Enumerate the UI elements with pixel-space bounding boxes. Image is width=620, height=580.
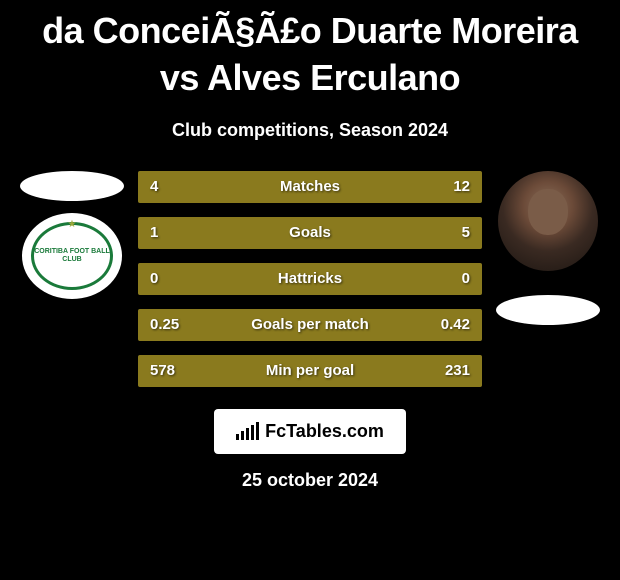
stat-right-value: 0.42 [441, 316, 470, 333]
stat-label: Hattricks [278, 270, 342, 287]
stat-right-value: 0 [462, 270, 470, 287]
stat-left-value: 0.25 [150, 316, 179, 333]
player-right-column [492, 171, 604, 325]
stat-left-value: 0 [150, 270, 158, 287]
player-left-club-logo: ★ CORITIBA FOOT BALL CLUB [22, 213, 122, 299]
player-left-flag [20, 171, 124, 201]
stat-label: Min per goal [266, 362, 354, 379]
stat-row-mpg: 578 Min per goal 231 [138, 355, 482, 387]
subtitle: Club competitions, Season 2024 [0, 120, 620, 141]
date-text: 25 october 2024 [0, 470, 620, 491]
player-right-photo [498, 171, 598, 271]
stat-right-value: 12 [453, 178, 470, 195]
star-icon: ★ [68, 219, 77, 230]
player-right-flag [496, 295, 600, 325]
comparison-card: da ConceiÃ§Ã£o Duarte Moreira vs Alves E… [0, 0, 620, 491]
stat-row-goals: 1 Goals 5 [138, 217, 482, 249]
player-left-column: ★ CORITIBA FOOT BALL CLUB [16, 171, 128, 299]
brand-text: FcTables.com [265, 421, 384, 442]
stat-label: Goals per match [251, 316, 369, 333]
page-title: da ConceiÃ§Ã£o Duarte Moreira vs Alves E… [0, 0, 620, 102]
stat-label: Goals [289, 224, 331, 241]
club-logo-text: CORITIBA FOOT BALL CLUB [31, 222, 113, 290]
stat-left-value: 1 [150, 224, 158, 241]
stat-left-value: 4 [150, 178, 158, 195]
stat-right-value: 5 [462, 224, 470, 241]
stats-column: 4 Matches 12 1 Goals 5 0 Hattricks 0 0.2… [138, 171, 482, 387]
stat-row-gpm: 0.25 Goals per match 0.42 [138, 309, 482, 341]
stat-left-value: 578 [150, 362, 175, 379]
comparison-grid: ★ CORITIBA FOOT BALL CLUB 4 Matches 12 1… [0, 171, 620, 387]
chart-icon [236, 422, 259, 440]
footer: FcTables.com 25 october 2024 [0, 409, 620, 491]
brand-badge[interactable]: FcTables.com [214, 409, 406, 454]
stat-row-matches: 4 Matches 12 [138, 171, 482, 203]
stat-right-value: 231 [445, 362, 470, 379]
stat-label: Matches [280, 178, 340, 195]
stat-row-hattricks: 0 Hattricks 0 [138, 263, 482, 295]
